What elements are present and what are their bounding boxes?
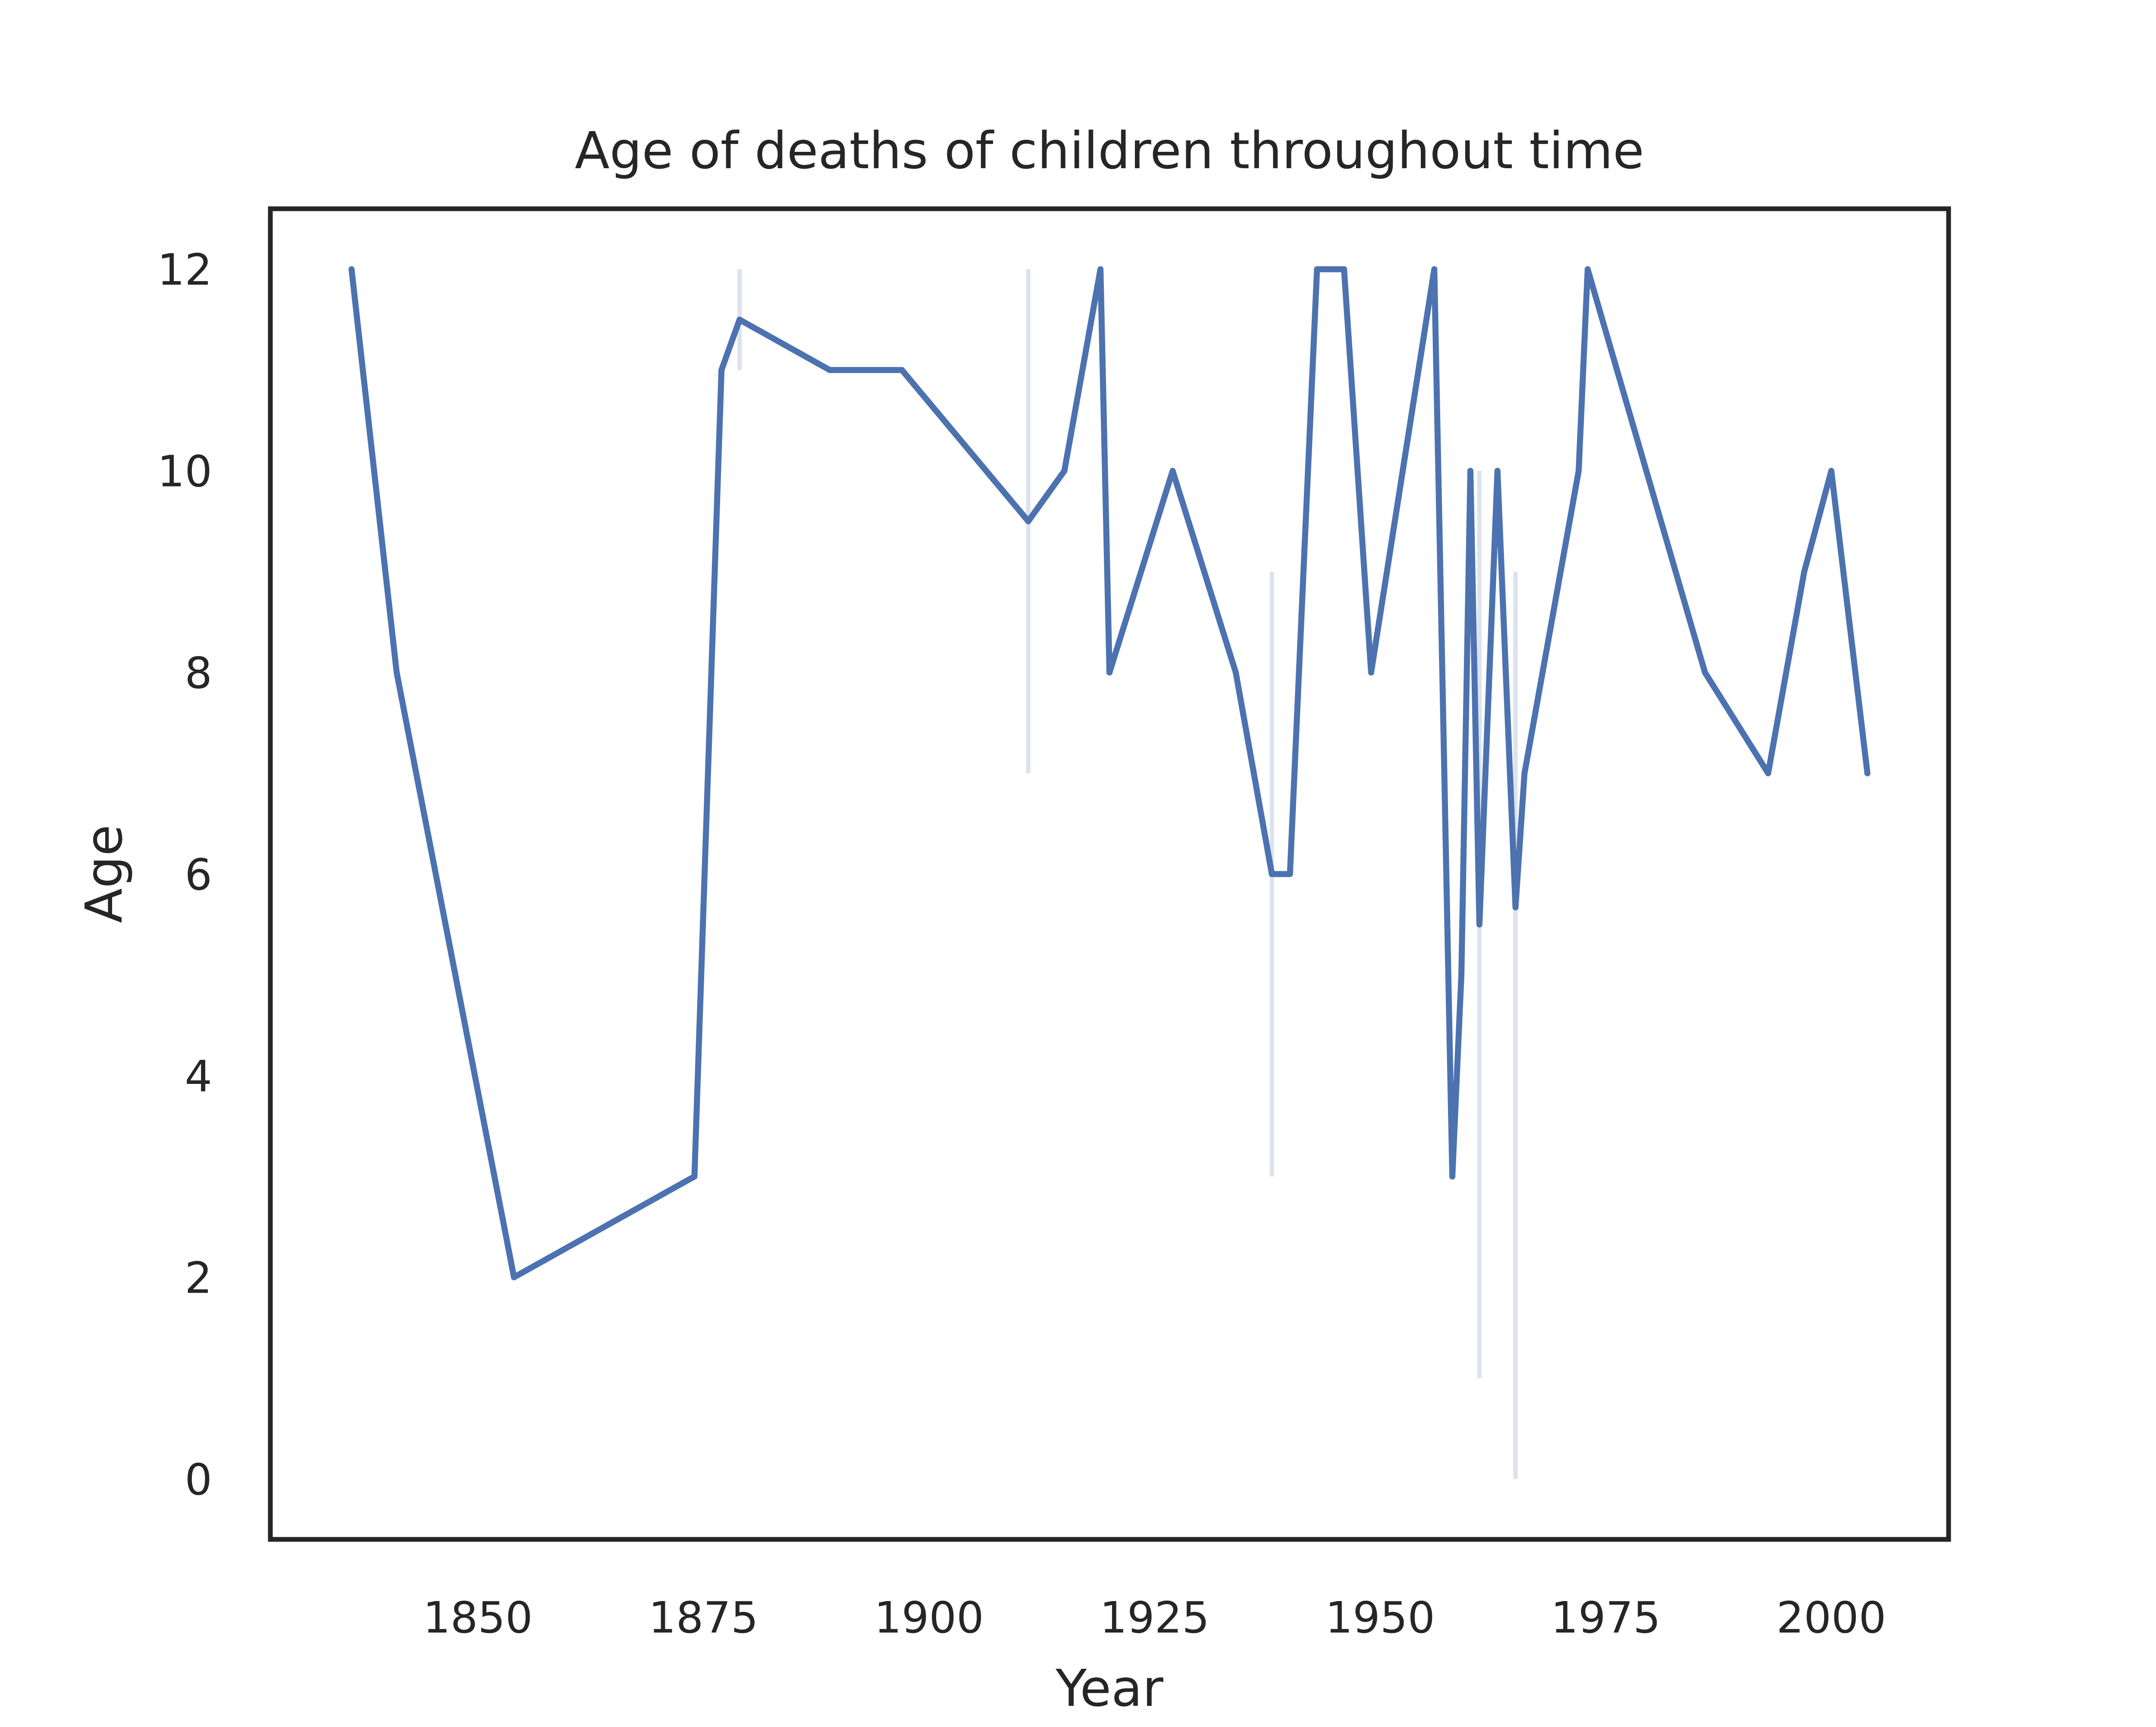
x-tick-label-3: 1925 [1100, 1592, 1210, 1643]
x-tick-label-5: 1975 [1551, 1592, 1661, 1643]
data-point-8 [1025, 518, 1031, 524]
data-point-7 [899, 367, 905, 373]
data-point-14 [1269, 871, 1275, 877]
data-point-18 [1368, 669, 1374, 676]
series-line-0 [348, 266, 1871, 1281]
x-tick-label-2: 1900 [874, 1592, 984, 1643]
data-point-24 [1494, 468, 1501, 474]
x-tick-label-1: 1875 [649, 1592, 758, 1643]
data-point-25 [1512, 904, 1519, 911]
data-point-12 [1169, 468, 1176, 474]
x-axis-title: Year [1055, 1658, 1163, 1718]
data-point-1 [393, 669, 400, 676]
y-tick-label-2: 4 [185, 1051, 212, 1102]
y-axis-title: Age [74, 825, 134, 923]
y-tick-label-6: 12 [157, 245, 212, 295]
data-point-10 [1097, 266, 1104, 273]
data-point-15 [1287, 871, 1293, 877]
data-point-28 [1585, 266, 1591, 273]
y-axis-ticks: 0 2 4 6 8 10 12 [157, 245, 212, 1505]
data-point-3 [691, 1173, 698, 1180]
data-point-6 [827, 367, 833, 373]
chart-title: Age of deaths of children throughout tim… [575, 121, 1644, 180]
y-tick-label-0: 0 [185, 1454, 212, 1505]
y-tick-label-5: 10 [157, 446, 212, 497]
data-point-5 [736, 317, 743, 323]
data-point-19 [1431, 266, 1438, 273]
x-tick-label-6: 2000 [1777, 1592, 1887, 1643]
data-point-4 [718, 367, 725, 373]
x-tick-label-0: 1850 [423, 1592, 533, 1643]
plot-frame [268, 206, 1951, 1542]
data-point-21 [1458, 972, 1465, 978]
data-point-23 [1476, 921, 1482, 928]
y-tick-label-1: 2 [185, 1253, 212, 1303]
data-point-31 [1801, 568, 1808, 575]
data-point-33 [1864, 770, 1871, 776]
x-tick-label-4: 1950 [1325, 1592, 1435, 1643]
x-axis-ticks: 1850 1875 1900 1925 1950 1975 2000 [423, 1592, 1886, 1643]
data-point-29 [1702, 669, 1708, 676]
data-point-13 [1232, 669, 1239, 676]
data-point-11 [1106, 669, 1112, 676]
y-tick-label-3: 6 [185, 850, 212, 900]
data-point-9 [1061, 468, 1068, 474]
data-point-27 [1576, 468, 1582, 474]
confidence-bands [737, 269, 1518, 1479]
data-point-26 [1521, 770, 1528, 776]
series-line-layer [348, 266, 1871, 1281]
data-point-16 [1314, 266, 1320, 273]
data-point-32 [1828, 468, 1834, 474]
data-point-2 [511, 1274, 517, 1281]
data-point-17 [1341, 266, 1348, 273]
y-tick-label-4: 8 [185, 648, 212, 698]
data-point-0 [348, 266, 355, 273]
data-point-22 [1467, 468, 1473, 474]
data-point-20 [1449, 1173, 1456, 1180]
data-point-30 [1765, 770, 1771, 776]
